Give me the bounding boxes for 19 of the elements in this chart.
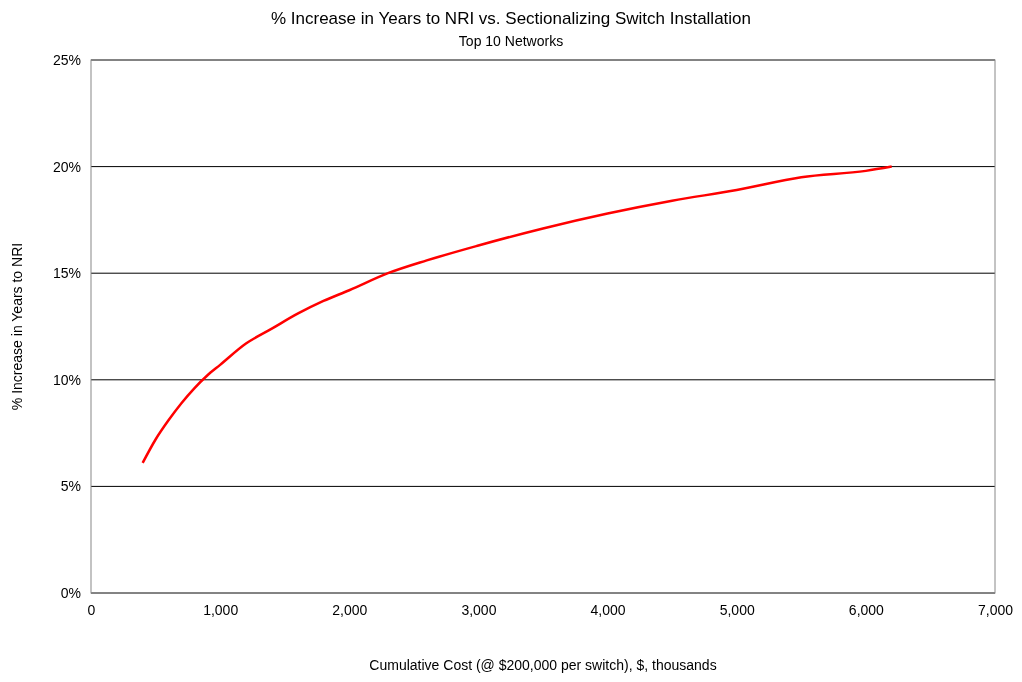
x-tick-label: 6,000 (848, 601, 885, 618)
x-tick-label: 1,000 (203, 601, 239, 618)
x-tick-label: 4,000 (590, 601, 626, 618)
x-tick-label: 7,000 (977, 601, 1014, 618)
y-tick-label: 25% (52, 51, 81, 68)
x-axis-title: Cumulative Cost (@ $200,000 per switch), $, thousands (369, 657, 717, 673)
y-tick-label: 10% (52, 371, 81, 388)
y-tick-label: 0% (60, 584, 81, 601)
y-axis-title: % Increase in Years to NRI (9, 242, 25, 411)
y-tick-label: 20% (52, 158, 81, 175)
y-tick-label: 15% (52, 265, 81, 282)
y-tick-label: 5% (60, 478, 81, 495)
x-tick-label: 5,000 (719, 601, 755, 618)
chart-title: % Increase in Years to NRI vs. Sectionalizing Switch Installation (270, 9, 752, 28)
x-tick-label: 0 (87, 601, 96, 618)
line-series (141, 165, 893, 465)
x-tick-label: 2,000 (332, 601, 368, 618)
chart-subtitle: Top 10 Networks (458, 33, 564, 49)
x-tick-label: 3,000 (461, 601, 497, 618)
